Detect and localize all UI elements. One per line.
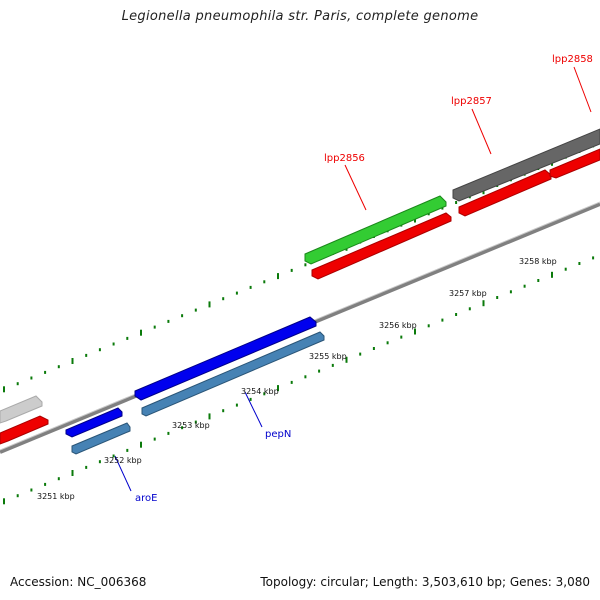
- kbp-label-3257: 3257 kbp: [449, 289, 487, 298]
- map-title: Legionella pneumophila str. Paris, compl…: [121, 9, 479, 24]
- gene-green[interactable]: [304, 195, 447, 265]
- gene-lpp2856[interactable]: [311, 212, 452, 280]
- leader-pepN: [244, 391, 263, 428]
- kbp-label-3255: 3255 kbp: [309, 352, 347, 361]
- leader-lpp2856: [344, 164, 367, 211]
- gene-red-left[interactable]: [0, 415, 49, 445]
- lower-tick-row: [3, 256, 595, 505]
- genome-summary-text: Topology: circular; Length: 3,503,610 bp…: [260, 575, 590, 589]
- kbp-labels: 3251 kbp 3252 kbp 3253 kbp 3254 kbp 3255…: [37, 257, 557, 501]
- kbp-label-3251: 3251 kbp: [37, 492, 75, 501]
- label-pepN[interactable]: pepN: [265, 429, 291, 440]
- gene-blue-long[interactable]: [134, 316, 317, 401]
- accession-text: Accession: NC_006368: [10, 575, 147, 589]
- kbp-label-3256: 3256 kbp: [379, 321, 417, 330]
- gene-features: [0, 128, 600, 455]
- label-lpp2857[interactable]: lpp2857: [451, 96, 492, 107]
- kbp-label-3254: 3254 kbp: [241, 387, 279, 396]
- leader-lpp2858: [573, 66, 592, 113]
- kbp-label-3258: 3258 kbp: [519, 257, 557, 266]
- label-lpp2858[interactable]: lpp2858: [552, 54, 593, 65]
- gene-darkgray[interactable]: [452, 128, 600, 202]
- leader-lpp2857: [471, 108, 492, 155]
- gene-pepN[interactable]: [141, 331, 325, 417]
- gene-aroE[interactable]: [71, 422, 131, 455]
- kbp-label-3253: 3253 kbp: [172, 421, 210, 430]
- gene-blue-small[interactable]: [65, 407, 123, 438]
- gene-lpp2857[interactable]: [458, 169, 552, 217]
- gene-lightgray-left[interactable]: [0, 395, 43, 424]
- gene-labels: lpp2856 lpp2857 lpp2858 pepN aroE: [135, 54, 593, 504]
- label-lpp2856[interactable]: lpp2856: [324, 153, 365, 164]
- leader-aroE: [114, 455, 132, 492]
- gene-label-leaders: [114, 66, 592, 492]
- gene-lpp2858[interactable]: [549, 148, 600, 179]
- label-aroE[interactable]: aroE: [135, 493, 157, 504]
- kbp-label-3252: 3252 kbp: [104, 456, 142, 465]
